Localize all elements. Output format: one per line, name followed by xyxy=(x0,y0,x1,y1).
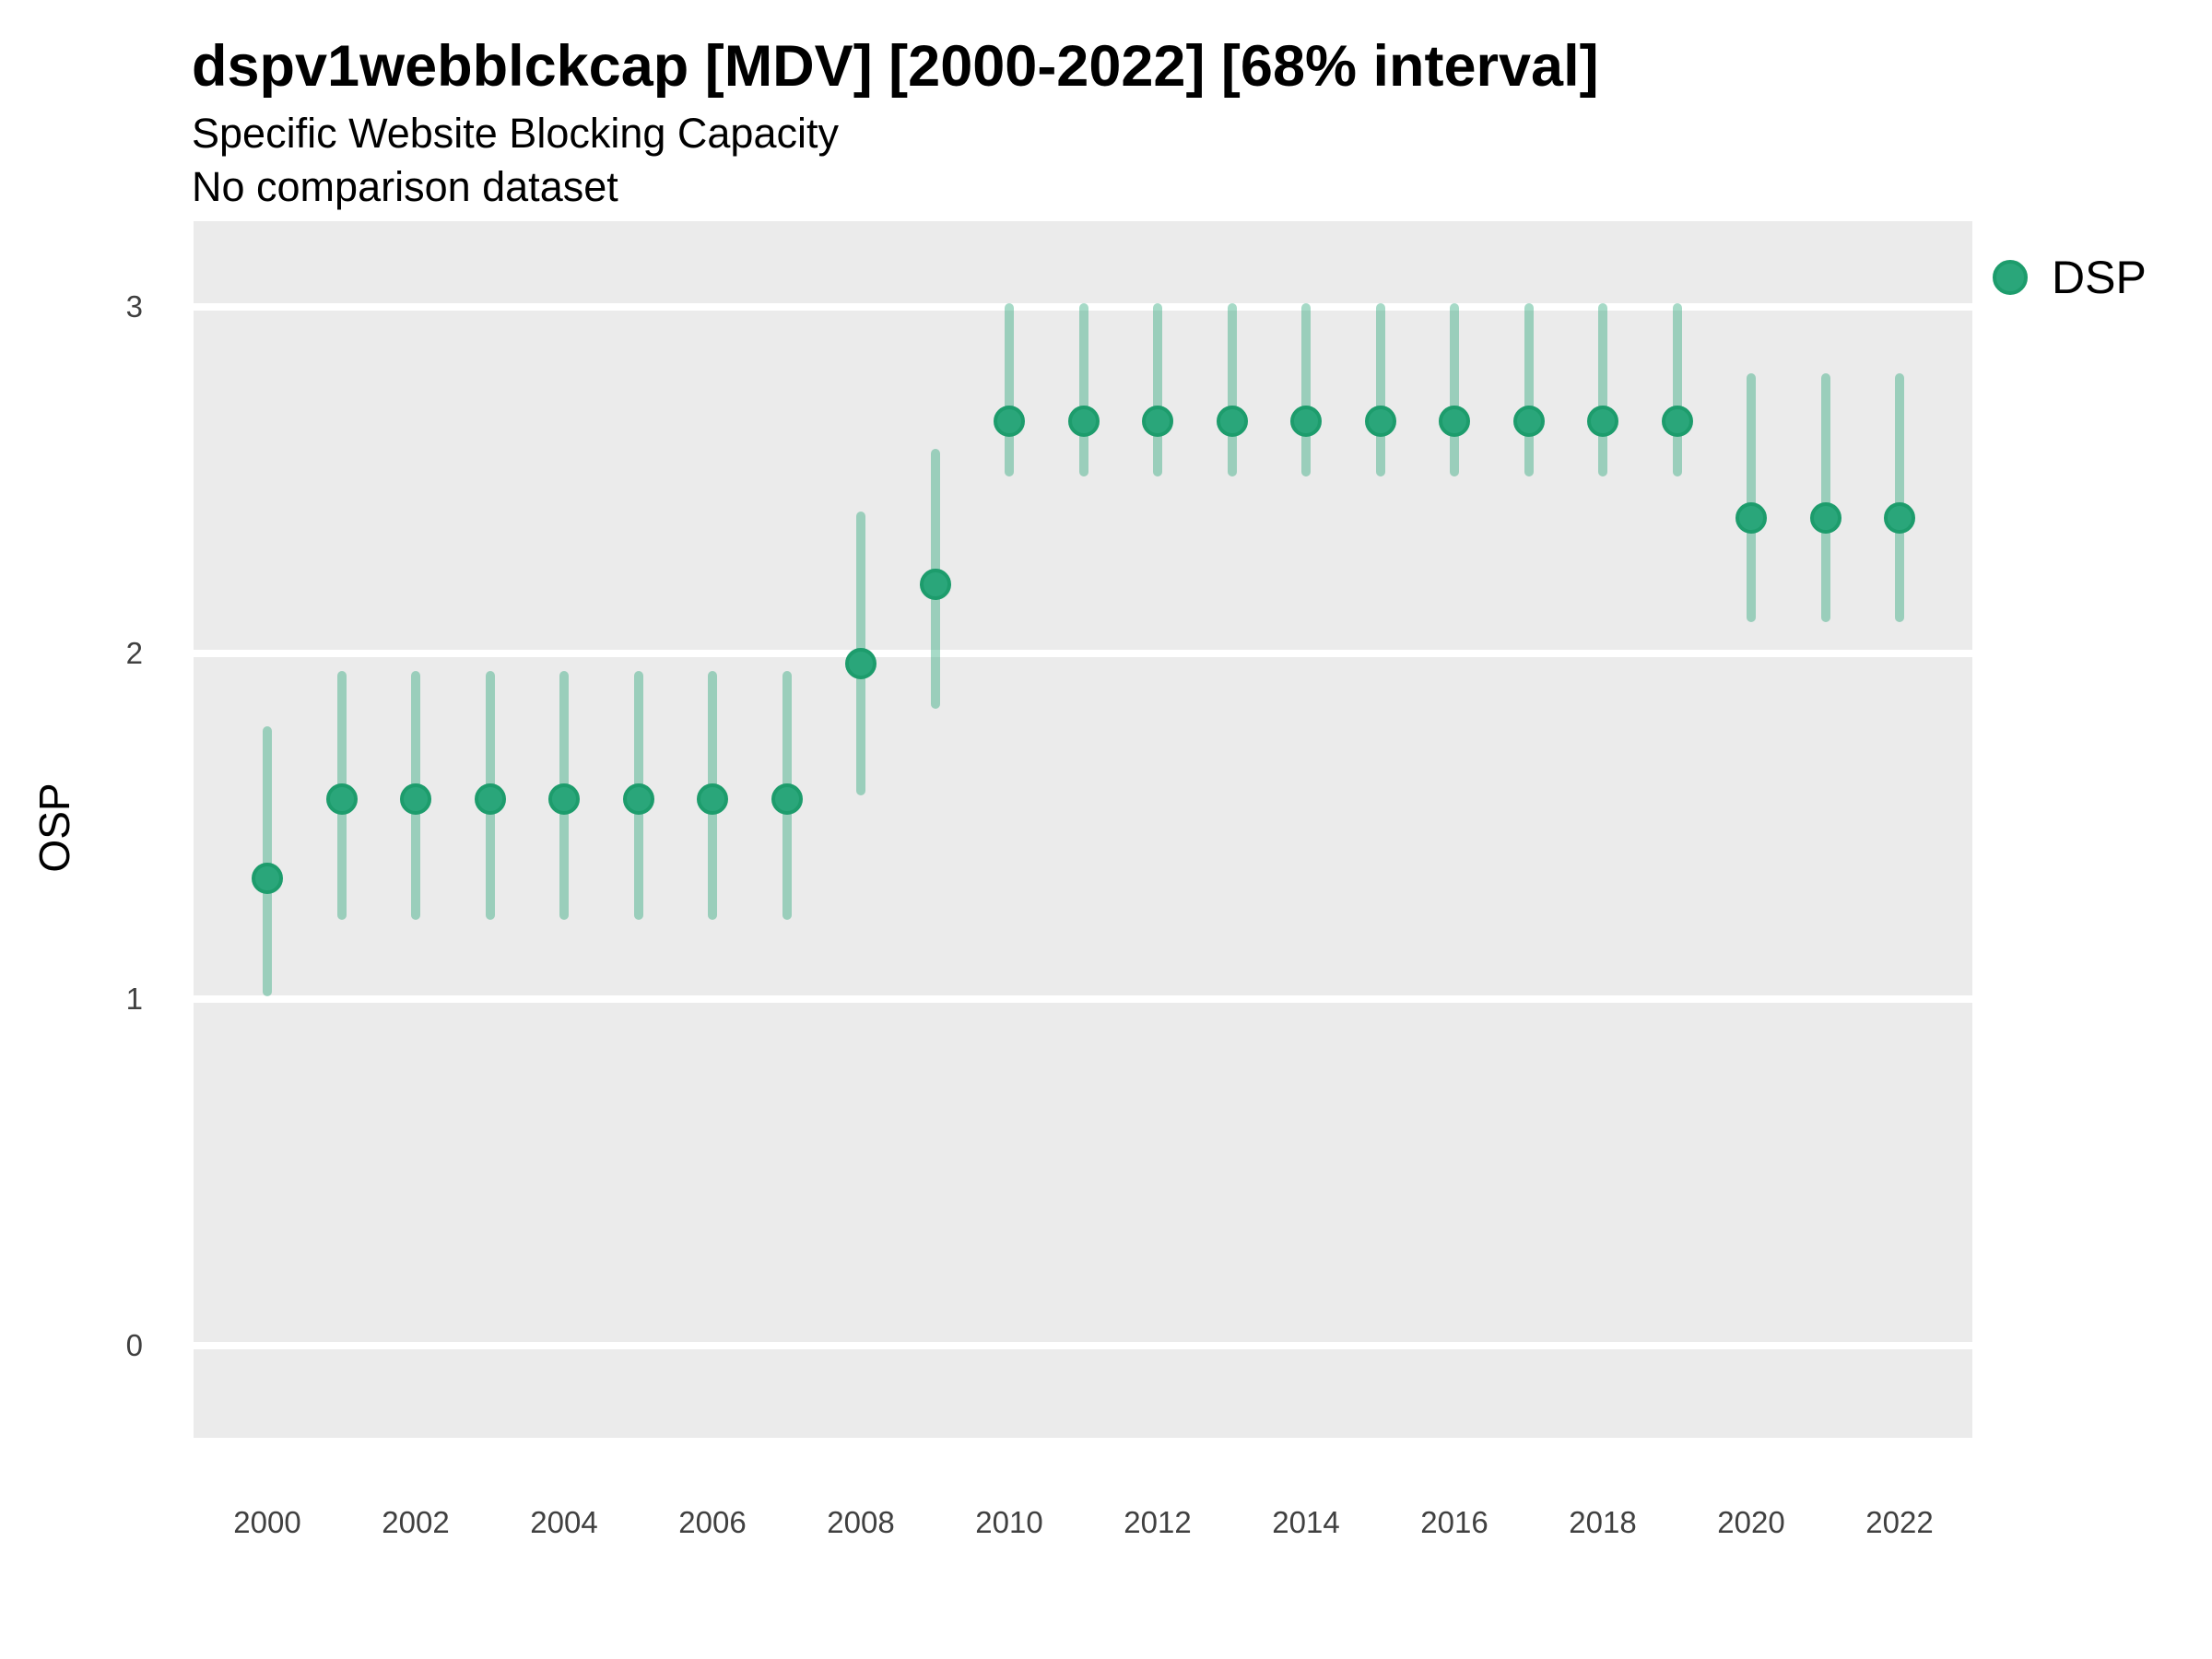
point-2013 xyxy=(1216,406,1248,438)
interval-bar-2016 xyxy=(1450,303,1459,477)
comparison-note: No comparison dataset xyxy=(192,163,618,210)
point-2021 xyxy=(1809,502,1841,535)
point-2010 xyxy=(994,406,1025,438)
point-2009 xyxy=(919,568,951,600)
point-2004 xyxy=(548,782,580,815)
x-tick-2020: 2020 xyxy=(1717,1505,1785,1539)
point-2015 xyxy=(1364,406,1396,438)
point-2018 xyxy=(1587,406,1618,438)
interval-bar-2020 xyxy=(1747,372,1756,622)
interval-bar-2015 xyxy=(1375,303,1385,477)
y-tick-1: 1 xyxy=(125,982,143,1017)
point-2000 xyxy=(252,862,283,894)
chart-title: dspv1webblckcap [MDV] [2000-2022] [68% i… xyxy=(192,34,1599,99)
x-tick-2000: 2000 xyxy=(233,1505,301,1539)
y-axis-title: OSP xyxy=(30,782,78,873)
x-tick-2002: 2002 xyxy=(382,1505,450,1539)
point-2007 xyxy=(771,782,803,815)
point-2012 xyxy=(1142,406,1173,438)
x-tick-2010: 2010 xyxy=(975,1505,1043,1539)
interval-bar-2012 xyxy=(1153,303,1162,477)
interval-bar-2000 xyxy=(263,725,272,996)
interval-bar-2021 xyxy=(1820,372,1830,622)
interval-bar-2013 xyxy=(1227,303,1237,477)
point-2002 xyxy=(400,782,431,815)
x-tick-2012: 2012 xyxy=(1124,1505,1192,1539)
interval-bar-2018 xyxy=(1598,303,1607,477)
interval-bar-2014 xyxy=(1301,303,1311,477)
legend-point-icon xyxy=(1993,260,2028,295)
x-tick-2006: 2006 xyxy=(678,1505,747,1539)
point-2017 xyxy=(1512,406,1545,438)
gridline-y-3 xyxy=(194,303,1972,312)
interval-bar-2010 xyxy=(1005,303,1014,477)
plot-panel xyxy=(194,221,1972,1438)
x-tick-2014: 2014 xyxy=(1272,1505,1340,1539)
chart-subtitle: Specific Website Blocking Capacity xyxy=(192,110,839,157)
point-2022 xyxy=(1884,502,1915,535)
y-tick-3: 3 xyxy=(125,289,143,324)
x-tick-2022: 2022 xyxy=(1865,1505,1934,1539)
point-2003 xyxy=(474,782,506,815)
point-2006 xyxy=(697,782,728,815)
point-2016 xyxy=(1439,406,1470,438)
interval-bar-2017 xyxy=(1524,303,1534,477)
x-tick-2004: 2004 xyxy=(530,1505,598,1539)
point-2005 xyxy=(622,782,654,815)
point-2019 xyxy=(1661,406,1693,438)
legend: DSP xyxy=(1993,251,2147,304)
interval-bar-2011 xyxy=(1078,303,1088,477)
point-2001 xyxy=(325,782,358,815)
x-tick-2016: 2016 xyxy=(1420,1505,1488,1539)
point-2020 xyxy=(1735,502,1767,535)
point-2014 xyxy=(1290,406,1322,438)
interval-bar-2022 xyxy=(1895,372,1904,622)
interval-bar-2019 xyxy=(1672,303,1682,477)
legend-label: DSP xyxy=(2052,252,2147,303)
point-2008 xyxy=(845,648,877,680)
x-tick-2008: 2008 xyxy=(827,1505,895,1539)
gridline-y-0 xyxy=(194,1342,1972,1349)
x-tick-2018: 2018 xyxy=(1569,1505,1637,1539)
point-2011 xyxy=(1067,406,1100,438)
y-tick-2: 2 xyxy=(125,635,143,670)
gridline-y-2 xyxy=(194,649,1972,657)
gridline-y-1 xyxy=(194,995,1972,1004)
y-tick-0: 0 xyxy=(125,1328,143,1362)
